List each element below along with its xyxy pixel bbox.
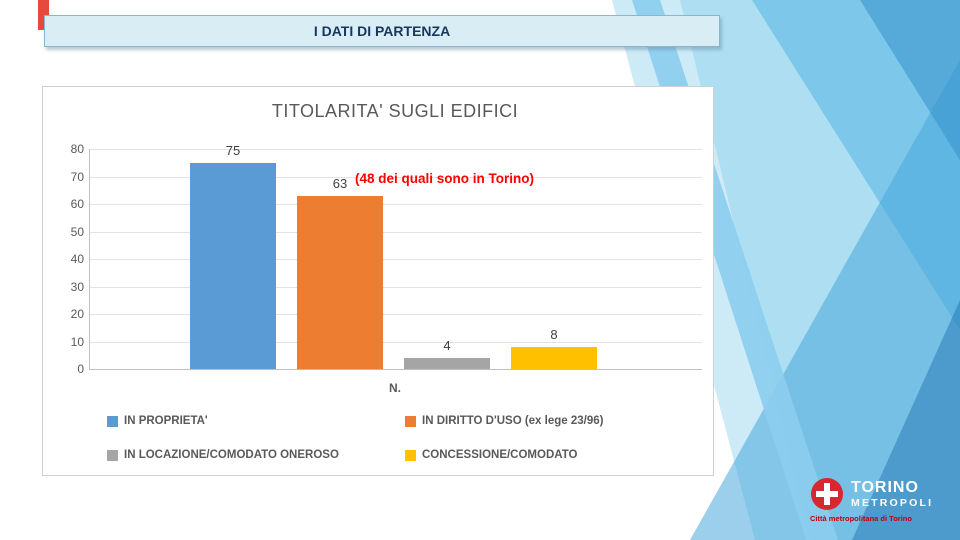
- legend-item-0: IN PROPRIETA': [107, 415, 395, 427]
- legend-swatch: [405, 449, 416, 461]
- legend-label: IN LOCAZIONE/COMODATO ONEROSO: [124, 449, 339, 461]
- logo-line1: TORINO: [851, 478, 919, 496]
- y-axis-tick: 40: [70, 252, 84, 266]
- legend-item-2: IN LOCAZIONE/COMODATO ONEROSO: [107, 449, 395, 461]
- y-axis-tick: 20: [70, 307, 84, 321]
- logo-caption: Città metropolitana di Torino: [810, 514, 912, 523]
- chart-legend: IN PROPRIETA' IN DIRITTO D'USO (ex lege 2…: [107, 415, 603, 461]
- gridline: [90, 286, 702, 288]
- y-axis-tick: 50: [70, 224, 84, 239]
- gridline: [90, 259, 702, 260]
- bar-value-label: 8: [550, 327, 558, 342]
- bar-value-label: 63: [332, 175, 348, 191]
- legend-swatch: [405, 415, 416, 427]
- x-axis-label: N.: [389, 381, 401, 395]
- y-axis-tick: 70: [70, 169, 84, 184]
- legend-label: CONCESSIONE/COMODATO: [422, 449, 578, 461]
- logo-text: TORINO METROPOLI: [851, 479, 933, 509]
- slide-title: I DATI DI PARTENZA: [313, 23, 451, 39]
- y-axis-tick: 60: [70, 197, 84, 211]
- slide-title-banner: I DATI DI PARTENZA: [44, 15, 720, 47]
- bar-0: [190, 162, 276, 369]
- gridline: [90, 314, 702, 315]
- bar-2: [404, 358, 490, 369]
- bar-3: [511, 347, 597, 369]
- gridline: [90, 341, 702, 343]
- chart-panel: TITOLARITA' SUGLI EDIFICI 0 10 20 30 40 50 60 7…: [42, 86, 714, 476]
- y-axis-tick: 80: [70, 142, 84, 156]
- gridline: [90, 176, 702, 178]
- bar-value-label: 4: [443, 338, 451, 353]
- gridline: [90, 231, 702, 233]
- gridline: [90, 149, 702, 150]
- plot-area: 0 10 20 30 40 50 60 70 80 75 63 4 8: [71, 142, 702, 376]
- chart-annotation: (48 dei quali sono in Torino): [355, 171, 535, 186]
- torino-cross-icon: [811, 478, 843, 510]
- legend-item-3: CONCESSIONE/COMODATO: [405, 449, 603, 461]
- y-axis-tick: 30: [70, 279, 84, 294]
- legend-item-1: IN DIRITTO D'USO (ex lege 23/96): [405, 415, 603, 427]
- bar-1: [297, 195, 383, 369]
- torino-metropoli-logo: TORINO METROPOLI Città metropolitana di …: [810, 477, 956, 523]
- legend-label: IN DIRITTO D'USO (ex lege 23/96): [422, 415, 604, 427]
- gridline: [90, 204, 702, 205]
- chart-title: TITOLARITA' SUGLI EDIFICI: [271, 101, 519, 121]
- slide-accent-tab: [38, 0, 49, 30]
- y-axis-tick: 0: [77, 362, 84, 376]
- logo-line2: METROPOLI: [851, 497, 934, 510]
- legend-swatch: [107, 449, 118, 461]
- legend-swatch: [107, 415, 118, 427]
- y-axis-tick: 10: [70, 334, 84, 349]
- legend-label: IN PROPRIETA': [124, 415, 208, 427]
- bar-value-label: 75: [225, 142, 241, 158]
